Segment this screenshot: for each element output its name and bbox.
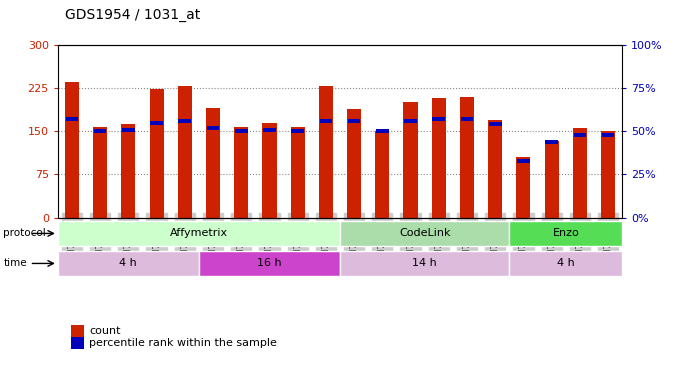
Bar <box>206 108 220 217</box>
Bar <box>207 126 220 130</box>
Bar <box>290 127 305 218</box>
Text: count: count <box>89 326 120 336</box>
Bar <box>235 129 248 133</box>
Bar <box>509 251 622 276</box>
Bar <box>65 117 78 121</box>
Bar <box>347 110 361 218</box>
Bar <box>122 128 135 132</box>
Bar <box>517 159 530 163</box>
Bar <box>403 102 418 218</box>
Bar <box>432 98 446 218</box>
Bar <box>460 97 474 218</box>
Bar <box>573 128 587 217</box>
Bar <box>58 221 340 246</box>
Bar <box>177 86 192 218</box>
Bar <box>65 82 79 218</box>
Text: 4 h: 4 h <box>120 258 137 268</box>
Text: CodeLink: CodeLink <box>399 228 450 238</box>
Bar <box>340 221 509 246</box>
Bar <box>263 128 276 132</box>
Bar <box>545 140 558 144</box>
Text: 4 h: 4 h <box>557 258 575 268</box>
Bar <box>376 129 389 133</box>
Bar <box>319 86 333 218</box>
Bar <box>509 221 622 246</box>
Bar <box>234 127 248 218</box>
Bar <box>340 251 509 276</box>
Bar <box>432 117 445 121</box>
Text: percentile rank within the sample: percentile rank within the sample <box>89 338 277 348</box>
Bar <box>545 141 559 218</box>
Bar <box>94 129 107 133</box>
Bar <box>178 119 191 123</box>
Bar <box>489 122 502 126</box>
Bar <box>347 119 360 123</box>
Bar <box>199 251 340 276</box>
Text: GDS1954 / 1031_at: GDS1954 / 1031_at <box>65 9 200 22</box>
Bar <box>516 157 530 218</box>
Bar <box>375 131 390 218</box>
Bar <box>404 119 417 123</box>
Text: Enzo: Enzo <box>552 228 579 238</box>
Text: protocol: protocol <box>3 228 46 238</box>
Bar <box>601 131 615 218</box>
Bar <box>573 133 586 137</box>
Bar <box>488 120 503 218</box>
Bar <box>262 123 277 218</box>
Bar <box>58 251 199 276</box>
Bar <box>460 117 473 121</box>
Bar <box>121 124 135 218</box>
Text: time: time <box>3 258 27 268</box>
Bar <box>291 129 304 133</box>
Bar <box>320 119 333 123</box>
Text: Affymetrix: Affymetrix <box>170 228 228 238</box>
Text: 14 h: 14 h <box>412 258 437 268</box>
Bar <box>93 127 107 218</box>
Bar <box>150 89 164 218</box>
Bar <box>602 133 615 137</box>
Text: 16 h: 16 h <box>257 258 282 268</box>
Bar <box>150 121 163 124</box>
